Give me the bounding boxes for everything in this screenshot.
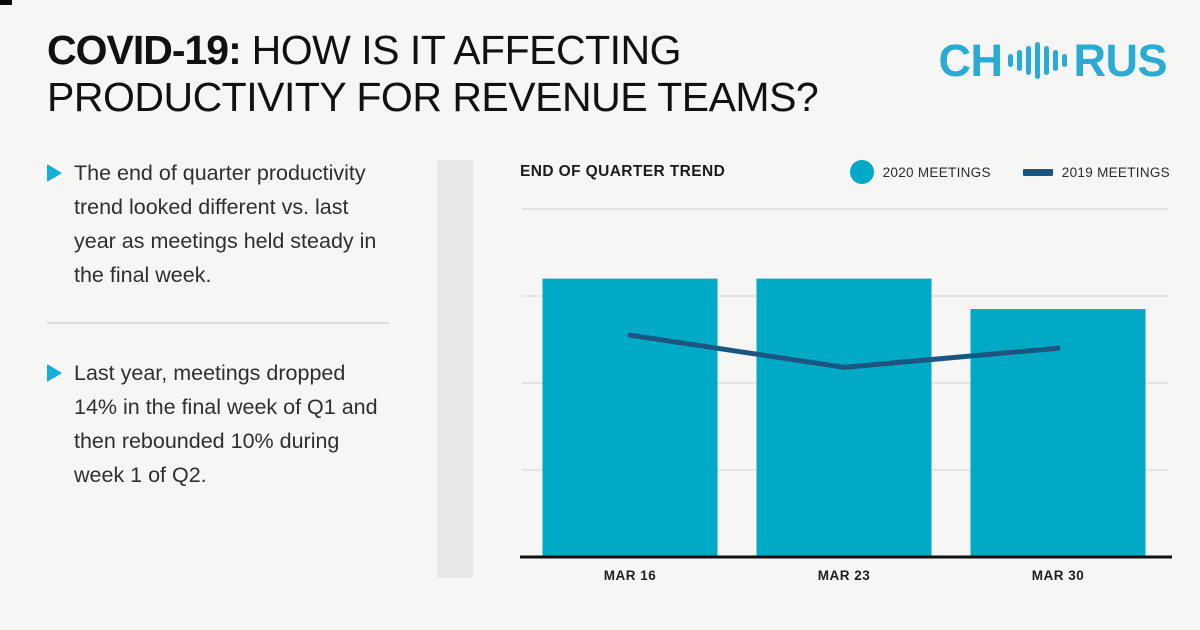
bullet-triangle-icon (47, 364, 62, 382)
key-findings: The end of quarter productivity trend lo… (47, 156, 392, 492)
soundwave-icon (1008, 41, 1068, 79)
vertical-divider (437, 160, 473, 578)
chart-legend: 2020 MEETINGS 2019 MEETINGS (849, 160, 1170, 184)
page-title: COVID-19: HOW IS IT AFFECTING PRODUCTIVI… (47, 27, 887, 120)
x-tick-label: MAR 30 (1032, 568, 1085, 583)
chart-svg: MAR 16 MAR 23 MAR 30 (520, 208, 1172, 583)
bullet-triangle-icon (47, 164, 62, 182)
legend-circle-icon (849, 160, 874, 184)
logo-text-right: RUS (1073, 34, 1167, 86)
trend-line-2019 (627, 332, 1061, 370)
x-tick-label: MAR 23 (818, 568, 871, 583)
x-tick-label: MAR 16 (604, 568, 657, 583)
bullet-item-2: Last year, meetings dropped 14% in the f… (47, 356, 392, 492)
bullet-text-2: Last year, meetings dropped 14% in the f… (74, 361, 378, 487)
title-topic: COVID-19: (47, 27, 242, 73)
title-question: HOW IS IT AFFECTING PRODUCTIVITY FOR REV… (47, 27, 819, 120)
bullet-text-1: The end of quarter productivity trend lo… (74, 161, 377, 287)
chorus-logo: CH RUS (938, 34, 1167, 86)
bar-mar-23 (756, 278, 932, 557)
corner-mark (0, 0, 12, 5)
bullet-item-1: The end of quarter productivity trend lo… (47, 156, 392, 292)
bullet-divider (47, 322, 389, 324)
chart-title: END OF QUARTER TREND (520, 163, 726, 180)
legend-label-2019: 2019 MEETINGS (1061, 164, 1170, 180)
chart-header: END OF QUARTER TREND 2020 MEETINGS 2019 … (520, 160, 1170, 184)
logo-text-left: CH (938, 34, 1003, 86)
legend-label-2020: 2020 MEETINGS (882, 164, 991, 180)
chart-section: END OF QUARTER TREND 2020 MEETINGS 2019 … (520, 160, 1176, 600)
legend-line-icon (1022, 168, 1053, 176)
bar-mar-16 (542, 278, 718, 557)
